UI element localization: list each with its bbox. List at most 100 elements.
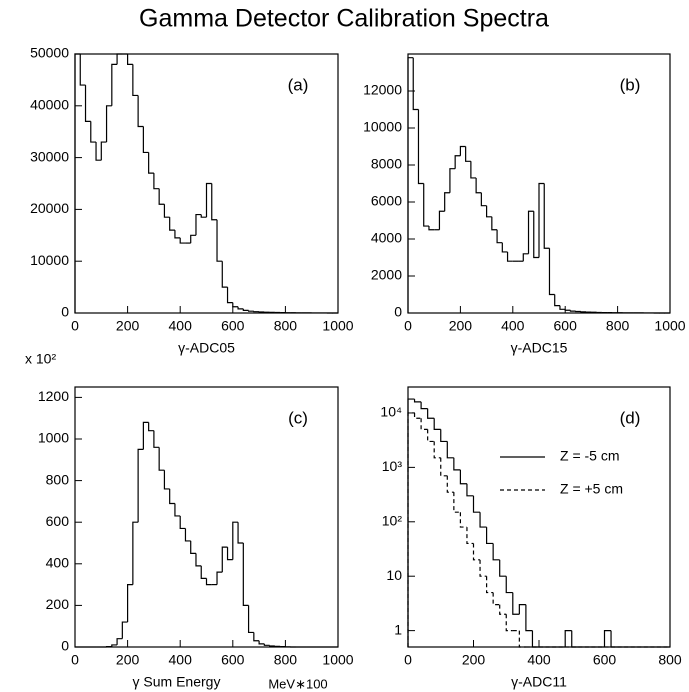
y-tick-label: 600 xyxy=(46,513,70,529)
y-tick-label: 400 xyxy=(46,555,70,571)
y-tick-label: 6000 xyxy=(371,193,402,209)
histogram-bin xyxy=(433,418,441,430)
y-tick-label: 50000 xyxy=(30,45,69,61)
histogram-bin xyxy=(190,540,196,554)
histogram-bin xyxy=(179,237,186,244)
histogram-bin xyxy=(571,630,579,648)
x-axis-label: γ-ADC15 xyxy=(511,340,568,356)
histogram-bin xyxy=(454,155,461,169)
histogram-bin xyxy=(232,521,239,560)
histogram-bin xyxy=(190,234,196,244)
histogram-bin xyxy=(237,306,244,310)
histogram-bin xyxy=(95,142,102,161)
histogram-bin xyxy=(200,214,207,218)
histogram-bin xyxy=(148,152,154,174)
y-tick-label: 4000 xyxy=(371,230,402,246)
histogram-bin xyxy=(440,429,448,443)
histogram-bin xyxy=(492,592,500,606)
x-tick-label: 1000 xyxy=(654,318,685,334)
histogram-bin xyxy=(263,643,270,646)
y-tick-label: 0 xyxy=(61,304,69,320)
y-tick-label: 12000 xyxy=(363,82,402,98)
histogram-bin xyxy=(242,308,249,312)
histogram-bin xyxy=(148,422,154,432)
histogram-bin xyxy=(472,543,481,561)
histogram-bin xyxy=(501,242,508,253)
histogram-bin xyxy=(269,645,275,647)
histogram-bin xyxy=(480,192,487,207)
x-tick-label: 0 xyxy=(71,652,79,668)
histogram-bin xyxy=(506,251,513,262)
histogram-bin xyxy=(475,177,482,194)
histogram-bin xyxy=(505,576,513,594)
histogram-bin xyxy=(221,546,228,573)
x-axis-label: γ Sum Energy xyxy=(133,674,221,690)
x-tick-label: 400 xyxy=(169,652,193,668)
histogram-bin xyxy=(205,578,212,586)
histogram-bin xyxy=(518,604,526,615)
histogram-bin xyxy=(499,559,507,577)
x-tick-label: 800 xyxy=(274,318,298,334)
x-tick-label: 800 xyxy=(606,318,630,334)
histogram-bin xyxy=(518,630,526,648)
y-tick-label: 20000 xyxy=(30,200,69,216)
histogram-bin xyxy=(492,543,500,561)
histogram-bin xyxy=(527,210,534,254)
histogram-bin xyxy=(564,309,571,311)
histogram-bin xyxy=(74,53,81,313)
histogram-bin xyxy=(407,57,414,313)
histogram-bin xyxy=(105,105,112,143)
histogram-bin xyxy=(459,512,467,528)
histogram-bin xyxy=(116,638,123,645)
histogram-bin xyxy=(179,515,186,530)
histogram-bin xyxy=(111,63,118,106)
histogram-bin xyxy=(226,287,233,304)
panel-label: (a) xyxy=(288,75,309,94)
histogram-bin xyxy=(427,429,435,443)
histogram-bin xyxy=(486,527,494,545)
histogram-bin xyxy=(496,229,503,244)
histogram-bin xyxy=(420,401,428,410)
histogram-bin xyxy=(407,412,415,647)
x-axis-unit: MeV∗100 xyxy=(268,676,327,691)
plot-frame xyxy=(74,386,339,648)
histogram-bin xyxy=(438,210,445,230)
histogram-bin xyxy=(132,521,139,585)
histogram-bin xyxy=(444,192,450,212)
histogram-bin xyxy=(79,54,86,86)
histogram-bin xyxy=(216,219,223,262)
histogram-bin xyxy=(543,183,550,249)
y-tick-label: 8000 xyxy=(371,156,402,172)
histogram-bin xyxy=(610,630,618,648)
x-tick-label: 0 xyxy=(404,652,412,668)
histogram-bin xyxy=(486,576,494,594)
histogram-bin xyxy=(479,512,487,528)
legend-label: Z = +5 cm xyxy=(560,481,623,497)
y-tick-label: 0 xyxy=(394,304,402,320)
x-tick-label: 200 xyxy=(116,318,140,334)
histogram-bin xyxy=(548,248,555,296)
histogram-bin xyxy=(111,644,118,647)
figure-title: Gamma Detector Calibration Spectra xyxy=(139,5,549,33)
x-tick-label: 800 xyxy=(274,652,298,668)
y-tick-label: 10000 xyxy=(363,119,402,135)
histogram-bin xyxy=(538,182,545,258)
histogram-bin xyxy=(412,57,419,111)
histogram-bin xyxy=(142,126,149,154)
histogram-bin xyxy=(90,121,97,143)
histogram-bin xyxy=(453,492,461,513)
histogram-bin xyxy=(127,54,133,65)
histogram-bin xyxy=(84,85,91,122)
histogram-bin xyxy=(428,226,435,231)
histogram-bin xyxy=(200,565,207,579)
histogram-bin xyxy=(449,168,456,193)
y-tick-label: 800 xyxy=(46,471,70,487)
panel-label: (c) xyxy=(288,408,308,427)
histogram-bin xyxy=(258,640,265,645)
histogram-bin xyxy=(100,141,107,161)
histogram-bin xyxy=(554,294,560,307)
histogram-bin xyxy=(205,182,212,218)
histogram-bin xyxy=(174,230,181,239)
histogram-bin xyxy=(522,253,529,262)
histogram-bin xyxy=(427,408,435,419)
